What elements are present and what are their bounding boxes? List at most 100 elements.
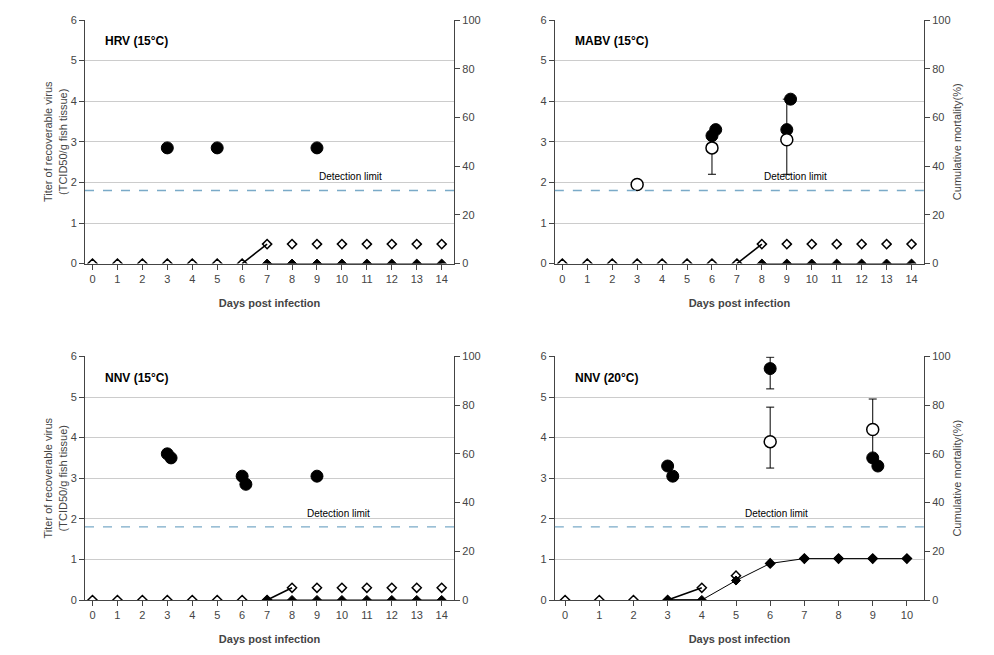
svg-text:6: 6 bbox=[541, 350, 547, 362]
svg-text:MABV (15°C): MABV (15°C) bbox=[575, 34, 648, 48]
svg-text:9: 9 bbox=[314, 609, 320, 621]
svg-text:2: 2 bbox=[541, 513, 547, 525]
svg-text:4: 4 bbox=[541, 95, 547, 107]
svg-text:4: 4 bbox=[541, 431, 547, 443]
svg-text:7: 7 bbox=[734, 273, 740, 285]
svg-text:Days post infection: Days post infection bbox=[219, 633, 321, 645]
svg-text:1: 1 bbox=[114, 273, 120, 285]
svg-text:2: 2 bbox=[630, 609, 636, 621]
svg-text:1: 1 bbox=[541, 217, 547, 229]
svg-text:12: 12 bbox=[386, 273, 398, 285]
svg-text:HRV (15°C): HRV (15°C) bbox=[105, 34, 168, 48]
svg-text:2: 2 bbox=[71, 176, 77, 188]
svg-text:3: 3 bbox=[541, 472, 547, 484]
svg-text:Detection limit: Detection limit bbox=[307, 508, 370, 519]
svg-text:40: 40 bbox=[462, 160, 474, 172]
svg-text:11: 11 bbox=[831, 273, 842, 285]
svg-text:Days post infection: Days post infection bbox=[689, 633, 791, 645]
svg-text:80: 80 bbox=[932, 399, 944, 411]
svg-text:8: 8 bbox=[759, 273, 765, 285]
svg-text:3: 3 bbox=[71, 136, 77, 148]
svg-text:5: 5 bbox=[733, 609, 739, 621]
svg-text:60: 60 bbox=[462, 448, 474, 460]
svg-text:11: 11 bbox=[361, 609, 372, 621]
svg-text:10: 10 bbox=[336, 609, 348, 621]
svg-text:0: 0 bbox=[71, 257, 77, 269]
svg-text:6: 6 bbox=[71, 350, 77, 362]
svg-text:14: 14 bbox=[436, 273, 448, 285]
svg-text:1: 1 bbox=[114, 609, 120, 621]
svg-text:8: 8 bbox=[835, 609, 841, 621]
svg-text:NNV (15°C): NNV (15°C) bbox=[105, 371, 168, 385]
svg-text:Cumulative mortality(%): Cumulative mortality(%) bbox=[952, 83, 964, 200]
svg-text:0: 0 bbox=[462, 594, 468, 606]
svg-text:60: 60 bbox=[932, 448, 944, 460]
svg-text:Days post infection: Days post infection bbox=[689, 297, 791, 309]
svg-text:7: 7 bbox=[264, 273, 270, 285]
svg-text:12: 12 bbox=[386, 609, 398, 621]
svg-text:80: 80 bbox=[462, 63, 474, 75]
svg-text:Detection limit: Detection limit bbox=[319, 171, 382, 182]
svg-text:1: 1 bbox=[584, 273, 590, 285]
svg-text:0: 0 bbox=[541, 594, 547, 606]
svg-text:3: 3 bbox=[665, 609, 671, 621]
svg-text:0: 0 bbox=[71, 594, 77, 606]
svg-text:10: 10 bbox=[901, 609, 913, 621]
svg-text:5: 5 bbox=[214, 273, 220, 285]
svg-text:13: 13 bbox=[411, 273, 423, 285]
svg-text:Titer of recoverable virus(TCI: Titer of recoverable virus(TCID50/g fish… bbox=[42, 81, 68, 202]
svg-text:Detection limit: Detection limit bbox=[745, 508, 808, 519]
svg-text:5: 5 bbox=[541, 54, 547, 66]
svg-text:6: 6 bbox=[239, 273, 245, 285]
svg-text:2: 2 bbox=[71, 513, 77, 525]
svg-text:60: 60 bbox=[932, 111, 944, 123]
svg-text:0: 0 bbox=[462, 257, 468, 269]
svg-text:1: 1 bbox=[541, 553, 547, 565]
svg-text:20: 20 bbox=[932, 545, 944, 557]
svg-text:9: 9 bbox=[784, 273, 790, 285]
svg-text:4: 4 bbox=[659, 273, 665, 285]
svg-text:4: 4 bbox=[189, 273, 195, 285]
svg-text:7: 7 bbox=[264, 609, 270, 621]
svg-text:8: 8 bbox=[289, 273, 295, 285]
svg-text:40: 40 bbox=[462, 496, 474, 508]
svg-text:100: 100 bbox=[462, 14, 480, 26]
svg-text:11: 11 bbox=[361, 273, 372, 285]
svg-text:40: 40 bbox=[932, 496, 944, 508]
svg-text:Detection limit: Detection limit bbox=[764, 171, 827, 182]
svg-text:9: 9 bbox=[870, 609, 876, 621]
svg-text:6: 6 bbox=[767, 609, 773, 621]
svg-text:Days post infection: Days post infection bbox=[219, 297, 321, 309]
svg-text:60: 60 bbox=[462, 111, 474, 123]
svg-text:9: 9 bbox=[314, 273, 320, 285]
svg-text:2: 2 bbox=[139, 609, 145, 621]
svg-text:100: 100 bbox=[932, 350, 950, 362]
svg-text:40: 40 bbox=[932, 160, 944, 172]
svg-text:80: 80 bbox=[932, 63, 944, 75]
svg-text:8: 8 bbox=[289, 609, 295, 621]
svg-text:3: 3 bbox=[634, 273, 640, 285]
svg-text:10: 10 bbox=[336, 273, 348, 285]
svg-text:2: 2 bbox=[139, 273, 145, 285]
svg-text:0: 0 bbox=[559, 273, 565, 285]
svg-text:5: 5 bbox=[684, 273, 690, 285]
svg-text:7: 7 bbox=[801, 609, 807, 621]
svg-text:20: 20 bbox=[462, 545, 474, 557]
svg-text:NNV (20°C): NNV (20°C) bbox=[575, 371, 638, 385]
svg-text:12: 12 bbox=[856, 273, 868, 285]
svg-text:14: 14 bbox=[905, 273, 917, 285]
svg-text:4: 4 bbox=[189, 609, 195, 621]
svg-text:2: 2 bbox=[609, 273, 615, 285]
svg-text:100: 100 bbox=[932, 14, 950, 26]
svg-text:3: 3 bbox=[164, 609, 170, 621]
svg-text:2: 2 bbox=[541, 176, 547, 188]
svg-text:6: 6 bbox=[239, 609, 245, 621]
svg-text:5: 5 bbox=[71, 391, 77, 403]
svg-text:Titer of recoverable virus(TCI: Titer of recoverable virus(TCID50/g fish… bbox=[42, 417, 68, 538]
svg-text:1: 1 bbox=[596, 609, 602, 621]
svg-text:80: 80 bbox=[462, 399, 474, 411]
svg-text:1: 1 bbox=[71, 553, 77, 565]
svg-text:5: 5 bbox=[71, 54, 77, 66]
svg-text:20: 20 bbox=[932, 209, 944, 221]
svg-text:0: 0 bbox=[89, 273, 95, 285]
